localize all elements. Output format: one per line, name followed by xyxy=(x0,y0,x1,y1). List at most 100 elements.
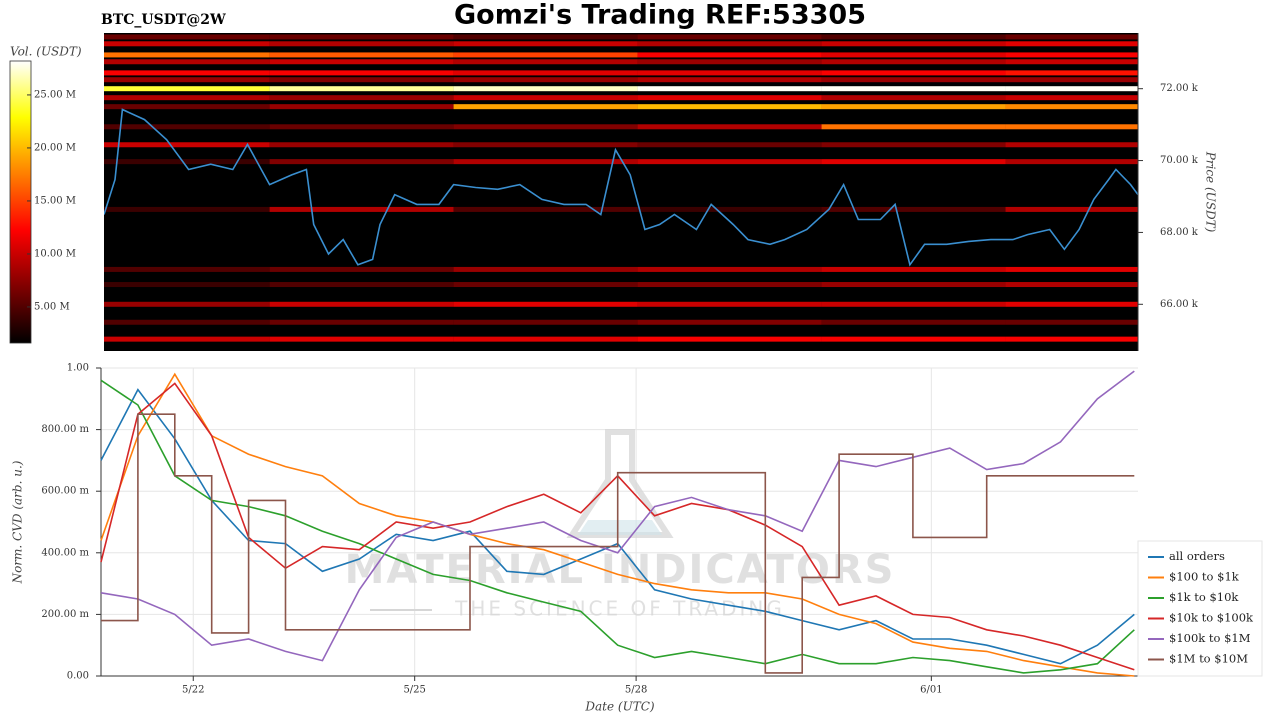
colorbar xyxy=(9,60,32,344)
heatmap-cell xyxy=(453,41,638,47)
heatmap-cell xyxy=(269,34,454,40)
heatmap-cell xyxy=(104,52,270,58)
legend-label: $100 to $1k xyxy=(1169,570,1240,584)
legend: all orders $100 to $1k $1k to $10k $10k to … xyxy=(1137,540,1263,677)
heatmap-cell xyxy=(104,336,270,342)
legend-label: $1M to $10M xyxy=(1169,652,1248,666)
y-tick-label: 72.00 k xyxy=(1160,83,1199,94)
series-line xyxy=(101,413,1135,674)
y-axis-label: Price (USDT) xyxy=(1204,151,1218,233)
heatmap-cell xyxy=(1005,86,1138,92)
heatmap-cell xyxy=(453,77,638,83)
colorbar-label: Vol. (USDT) xyxy=(10,45,82,59)
heatmap-cell xyxy=(453,159,638,165)
chart-title: Gomzi's Trading REF:53305 xyxy=(454,0,866,31)
heatmap-cell xyxy=(821,336,1006,342)
watermark-subtext: THE SCIENCE OF TRADING xyxy=(454,597,785,621)
heatmap-cell xyxy=(1005,70,1138,76)
y-tick-label: 1.00 xyxy=(67,363,89,374)
heatmap-cell xyxy=(637,104,822,110)
heatmap-cell xyxy=(104,266,270,272)
y-tick-label: 70.00 k xyxy=(1160,155,1199,166)
heatmap-cell xyxy=(637,159,822,165)
legend-box xyxy=(1137,540,1263,677)
heatmap-cell xyxy=(104,41,270,47)
heatmap-cell xyxy=(821,206,1006,212)
heatmap-cell xyxy=(269,41,454,47)
heatmap-cell xyxy=(104,77,270,83)
heatmap-cell xyxy=(104,301,270,307)
heatmap-cell xyxy=(637,301,822,307)
heatmap-cell xyxy=(453,34,638,40)
heatmap-cell xyxy=(269,77,454,83)
x-axis-label: Date (UTC) xyxy=(584,700,654,714)
heatmap-cell xyxy=(1005,59,1138,65)
heatmap-cell xyxy=(453,282,638,288)
y-tick-label: 0.00 xyxy=(67,671,89,682)
heatmap-cell xyxy=(637,70,822,76)
heatmap-cell xyxy=(269,124,454,130)
heatmap-cell xyxy=(269,95,454,101)
heatmap-cell xyxy=(269,142,454,148)
watermark-text: MATERIAL INDICATORS xyxy=(345,547,896,593)
heatmap-cell xyxy=(821,142,1006,148)
heatmap-cell xyxy=(453,70,638,76)
heatmap-cell xyxy=(821,34,1006,40)
x-tick-label: 5/28 xyxy=(625,685,647,696)
heatmap-cell xyxy=(637,124,822,130)
chart-subtitle: BTC_USDT@2W xyxy=(101,12,226,28)
heatmap-cell xyxy=(1005,77,1138,83)
heatmap-cell xyxy=(269,206,454,212)
heatmap-cell xyxy=(637,86,822,92)
heatmap-cell xyxy=(104,124,270,130)
heatmap-cell xyxy=(104,159,270,165)
heatmap-cell xyxy=(821,59,1006,65)
heatmap-cell xyxy=(637,282,822,288)
heatmap-cell xyxy=(637,52,822,58)
heatmap-cell xyxy=(453,206,638,212)
colorbar-tick-label: 15.00 M xyxy=(34,195,76,206)
legend-label: $10k to $100k xyxy=(1169,611,1254,625)
heatmap-cell xyxy=(269,59,454,65)
colorbar-tick-label: 25.00 M xyxy=(34,89,76,100)
heatmap-cell xyxy=(269,301,454,307)
heatmap-cell xyxy=(821,104,1006,110)
heatmap-cell xyxy=(821,159,1006,165)
heatmap xyxy=(104,33,1138,351)
heatmap-cell xyxy=(104,104,270,110)
heatmap-cell xyxy=(269,282,454,288)
heatmap-cell xyxy=(821,124,1006,130)
heatmap-cell xyxy=(104,86,270,92)
heatmap-cell xyxy=(453,59,638,65)
y-axis-label: Norm. CVD (arb. u.) xyxy=(11,460,25,584)
heatmap-cell xyxy=(1005,95,1138,101)
legend-label: $100k to $1M xyxy=(1169,631,1251,645)
heatmap-cell xyxy=(1005,206,1138,212)
heatmap-cell xyxy=(453,301,638,307)
heatmap-background xyxy=(104,33,1138,351)
heatmap-cell xyxy=(269,319,454,325)
y-tick-label: 200.00 m xyxy=(41,609,89,620)
heatmap-cell xyxy=(104,319,270,325)
heatmap-cell xyxy=(104,142,270,148)
heatmap-cell xyxy=(1005,41,1138,47)
y-tick-label: 800.00 m xyxy=(41,424,89,435)
heatmap-cell xyxy=(1005,282,1138,288)
heatmap-cell xyxy=(269,159,454,165)
heatmap-cell xyxy=(104,59,270,65)
heatmap-cell xyxy=(821,301,1006,307)
heatmap-cell xyxy=(1005,319,1138,325)
heatmap-cell xyxy=(1005,104,1138,110)
series-layer xyxy=(100,370,1135,677)
heatmap-cell xyxy=(821,266,1006,272)
heatmap-cell xyxy=(821,41,1006,47)
heatmap-cell xyxy=(637,59,822,65)
heatmap-cell xyxy=(453,86,638,92)
x-tick-label: 6/01 xyxy=(920,685,942,696)
heatmap-cell xyxy=(821,52,1006,58)
heatmap-cell xyxy=(1005,142,1138,148)
watermark-logo-fill xyxy=(578,520,662,535)
watermark: MATERIAL INDICATORS THE SCIENCE OF TRADI… xyxy=(345,429,896,621)
heatmap-cell xyxy=(1005,52,1138,58)
